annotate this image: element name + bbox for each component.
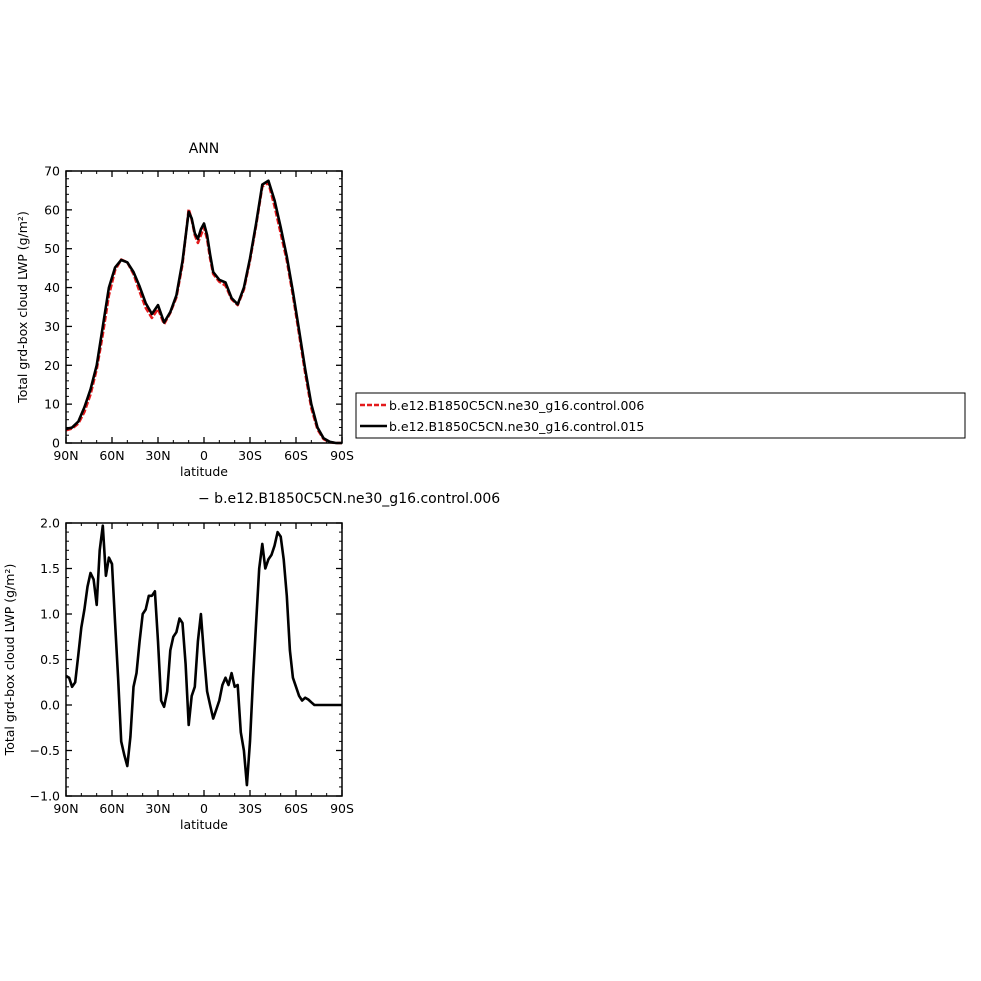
p2-x-tick-label: 60S [284,801,308,816]
top-panel-lwp: ANN 90N 60N 30N 0 30S 60S 90S 0 10 20 30 40 50 60 70 lat… [15,141,354,479]
p1-x-tick-label: 90N [53,448,78,463]
p1-y-tick-label: 0 [52,436,60,451]
p1-y-tick-label: 30 [44,319,60,334]
p1-y-tick-label: 70 [44,164,60,179]
p2-y-tick-label: −1.0 [30,789,60,804]
p2-x-tick-label: 30N [145,801,170,816]
p1-y-axis-label: Total grd-box cloud LWP (g/m²) [15,211,30,404]
p2-x-axis-label: latitude [180,817,228,832]
p1-x-tick-label: 30S [238,448,262,463]
p1-y-tick-label: 10 [44,397,60,412]
p2-x-tick-label: 90N [53,801,78,816]
p1-x-tick-label: 90S [330,448,354,463]
p2-y-axis-label: Total grd-box cloud LWP (g/m²) [2,564,17,757]
p1-x-tick-label: 60N [99,448,124,463]
p2-x-tick-label: 90S [330,801,354,816]
p2-x-tick-label: 30S [238,801,262,816]
p1-x-axis-label: latitude [180,464,228,479]
p1-title: ANN [189,141,220,157]
p2-y-tick-label: −0.5 [30,743,60,758]
p2-y-tick-label: 1.0 [40,607,60,622]
legend-label-series-2: b.e12.B1850C5CN.ne30_g16.control.015 [389,419,644,434]
p2-y-tick-label: 1.5 [40,561,60,576]
p1-plot-frame [65,170,343,444]
p2-y-tick-label: 0.5 [40,652,60,667]
p2-y-tick-label: 2.0 [40,516,60,531]
bottom-panel-difference: − b.e12.B1850C5CN.ne30_g16.control.006 90… [2,491,500,832]
p2-x-tick-label: 0 [200,801,208,816]
p1-x-tick-label: 0 [200,448,208,463]
p1-series-line-1 [65,181,342,445]
p1-series-line-2 [65,179,342,445]
p1-y-tick-label: 50 [44,241,60,256]
p2-y-tick-label: 0.0 [40,698,60,713]
p2-title: − b.e12.B1850C5CN.ne30_g16.control.006 [198,491,500,507]
p1-x-tick-label: 30N [145,448,170,463]
legend-box [355,392,966,439]
p1-y-tick-label: 60 [44,202,60,217]
p1-y-tick-label: 20 [44,358,60,373]
p1-y-tick-label: 40 [44,280,60,295]
p1-x-tick-label: 60S [284,448,308,463]
legend-label-series-1: b.e12.B1850C5CN.ne30_g16.control.006 [389,398,644,413]
p2-series-line-1 [65,524,342,787]
legend: b.e12.B1850C5CN.ne30_g16.control.006 b.e… [355,392,966,439]
p2-x-tick-label: 60N [99,801,124,816]
